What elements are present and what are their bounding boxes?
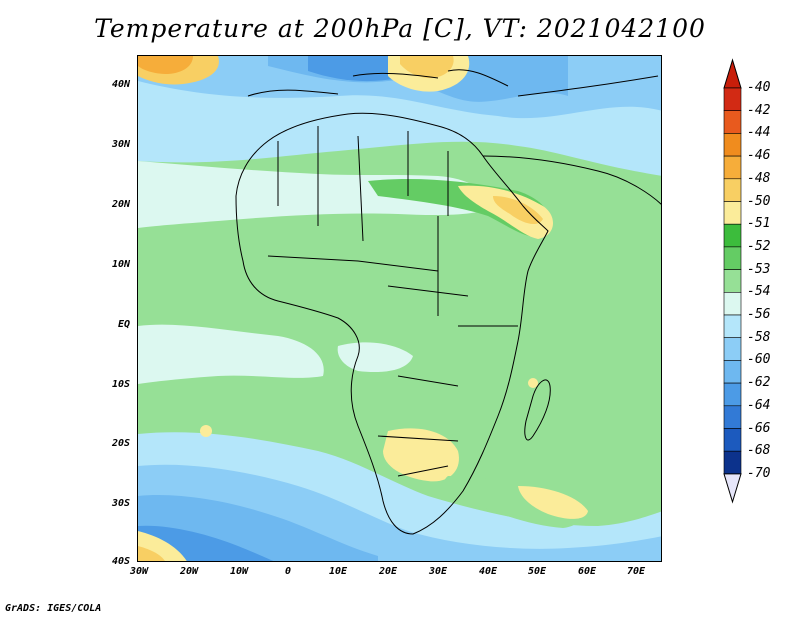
x-tick-70e: 70E [626, 566, 646, 577]
colorbar-swatch [723, 201, 742, 225]
x-tick-30w: 30W [129, 566, 149, 577]
colorbar-label: -60 [747, 352, 771, 368]
field-south-streak-green [444, 476, 581, 528]
colorbar-swatch [723, 360, 742, 384]
x-tick-30e: 30E [428, 566, 448, 577]
temperature-map [138, 56, 661, 561]
colorbar-label: -54 [747, 284, 771, 300]
field-north-coldest [308, 56, 398, 82]
colorbar-swatch [723, 428, 742, 452]
colorbar-label: -66 [747, 420, 771, 436]
y-tick-30n: 30N [111, 139, 130, 150]
colorbar-bottom-arrow [723, 473, 742, 504]
field-nw-warmer [138, 56, 193, 74]
field-safrica-warm [383, 428, 459, 482]
field-congo-light [337, 342, 413, 373]
colorbar-label: -48 [747, 170, 771, 186]
colorbar-label: -53 [747, 261, 771, 277]
field-atlantic-light [138, 324, 324, 384]
colorbar-swatch [723, 223, 742, 248]
field-sw-warmer [138, 546, 165, 561]
madagascar-coastline [524, 379, 551, 441]
x-tick-60e: 60E [577, 566, 597, 577]
colorbar-label: -56 [747, 307, 771, 322]
x-tick-50e: 50E [527, 566, 547, 577]
x-tick-40e: 40E [478, 566, 498, 577]
arabia-coastline [482, 155, 661, 205]
colorbar-swatch [723, 450, 742, 475]
colorbar-swatch [723, 110, 742, 134]
coastlines [235, 69, 661, 535]
field-south-streak-warm [518, 486, 588, 519]
y-tick-eq: EQ [117, 319, 130, 330]
field-atlantic-spot [200, 425, 212, 437]
colorbar-swatch [723, 405, 742, 429]
chart-title: Temperature at 200hPa [C], VT: 202104210… [94, 14, 706, 43]
colorbar-swatch [723, 269, 742, 293]
colorbar-swatch [723, 133, 742, 157]
colorbar-label: -44 [747, 125, 771, 141]
colorbar [723, 58, 742, 504]
y-tick-20s: 20S [111, 438, 130, 449]
colorbar-label: -52 [747, 238, 771, 254]
colorbar-label: -58 [747, 329, 771, 345]
colorbar-swatch [723, 337, 742, 361]
y-tick-30s: 30S [111, 498, 130, 509]
colorbar-label: -46 [747, 148, 771, 164]
colorbar-swatch [723, 178, 742, 202]
colorbar-label: -68 [747, 443, 771, 459]
colorbar-swatch [723, 246, 742, 270]
y-tick-10s: 10S [111, 379, 130, 390]
x-tick-0: 0 [284, 566, 292, 577]
y-tick-40n: 40N [111, 79, 130, 90]
field-redsea-warmer [493, 196, 543, 225]
country-borders [267, 126, 518, 477]
x-tick-20e: 20E [378, 566, 398, 577]
africa-coastline [235, 112, 549, 535]
field-med-warmer [400, 56, 454, 79]
colorbar-label: -70 [747, 465, 771, 481]
y-tick-10n: 10N [111, 259, 130, 270]
colorbar-label: -62 [747, 375, 771, 391]
x-tick-20w: 20W [179, 566, 199, 577]
y-tick-40s: 40S [111, 556, 130, 567]
x-tick-10e: 10E [328, 566, 348, 577]
colorbar-top-arrow [723, 58, 742, 89]
colorbar-label: -42 [747, 102, 771, 118]
map-panel [137, 55, 662, 562]
colorbar-label: -64 [747, 397, 771, 413]
europe-coastline [247, 69, 659, 97]
footer-credit: GrADS: IGES/COLA [5, 603, 102, 614]
field-redsea-warm [458, 185, 554, 239]
colorbar-label: -40 [747, 80, 771, 95]
colorbar-swatch [723, 292, 742, 316]
y-tick-20n: 20N [111, 199, 130, 210]
colorbar-swatch [723, 314, 742, 339]
colorbar-swatch [723, 87, 742, 112]
field-indian-spot [528, 378, 538, 388]
colorbar-label: -51 [747, 216, 771, 232]
colorbar-label: -50 [747, 193, 771, 209]
colorbar-swatch [723, 155, 742, 180]
x-tick-10w: 10W [229, 566, 249, 577]
colorbar-swatch [723, 382, 742, 407]
